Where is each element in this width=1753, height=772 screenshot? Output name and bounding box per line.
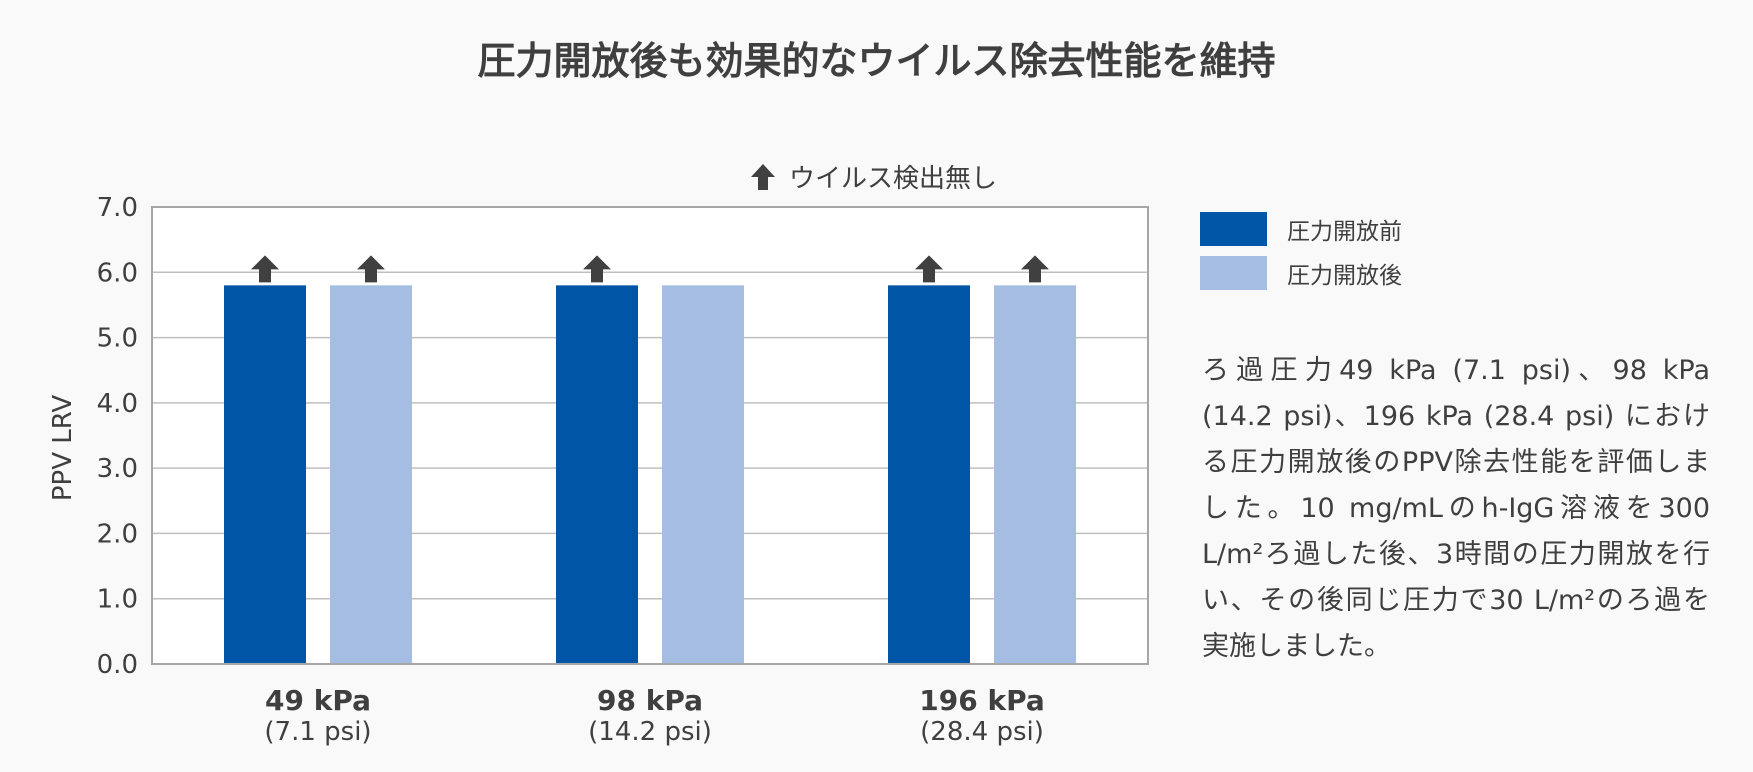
x-tick-label: 49 kPa xyxy=(265,684,371,717)
legend-swatch-before xyxy=(1200,212,1267,246)
up-arrow-icon xyxy=(751,164,775,190)
y-tick-label: 3.0 xyxy=(97,454,138,484)
y-axis-label: PPV LRV xyxy=(48,395,78,502)
legend-label-before: 圧力開放前 xyxy=(1287,219,1402,245)
description-paragraph: ろ過圧力49 kPa (7.1 psi)、98 kPa (14.2 psi)、1… xyxy=(1202,355,1710,662)
y-tick-label: 4.0 xyxy=(97,389,138,419)
y-tick-label: 1.0 xyxy=(97,585,138,615)
bar-chart: ウイルス検出無し 0.01.02.03.04.05.06.07.049 kPa(… xyxy=(48,164,1149,747)
bar-before xyxy=(224,285,306,664)
y-tick-label: 0.0 xyxy=(97,650,138,680)
y-tick-label: 7.0 xyxy=(97,193,138,223)
not-detected-label: ウイルス検出無し xyxy=(789,164,997,194)
legend-swatch-after xyxy=(1200,256,1267,290)
bar-before xyxy=(556,285,638,664)
up-arrow-icon xyxy=(1021,255,1049,283)
legend: 圧力開放前 圧力開放後 xyxy=(1200,212,1402,300)
plot-area xyxy=(152,207,1148,664)
x-tick-sublabel: (14.2 psi) xyxy=(588,717,712,747)
bar-after xyxy=(662,285,744,664)
up-arrow-icon xyxy=(915,255,943,283)
x-tick-sublabel: (7.1 psi) xyxy=(264,717,371,747)
x-tick-label: 98 kPa xyxy=(597,684,703,717)
description: ろ過圧力49 kPa (7.1 psi)、98 kPa (14.2 psi)、1… xyxy=(1202,348,1710,670)
x-tick-sublabel: (28.4 psi) xyxy=(920,717,1044,747)
legend-item-before: 圧力開放前 xyxy=(1200,212,1402,246)
up-arrow-icon xyxy=(357,255,385,283)
x-tick-label: 196 kPa xyxy=(919,684,1044,717)
up-arrow-icon xyxy=(251,255,279,283)
y-tick-label: 2.0 xyxy=(97,519,138,549)
not-detected-note: ウイルス検出無し xyxy=(751,164,997,194)
plot-frame xyxy=(151,206,1149,665)
bar-after xyxy=(330,285,412,664)
legend-label-after: 圧力開放後 xyxy=(1287,263,1402,289)
chart-title: 圧力開放後も効果的なウイルス除去性能を維持 xyxy=(477,39,1276,83)
y-tick-label: 5.0 xyxy=(97,324,138,354)
legend-item-after: 圧力開放後 xyxy=(1200,256,1402,290)
y-tick-label: 6.0 xyxy=(97,258,138,288)
bar-before xyxy=(888,285,970,664)
up-arrow-icon xyxy=(583,255,611,283)
bar-after xyxy=(994,285,1076,664)
